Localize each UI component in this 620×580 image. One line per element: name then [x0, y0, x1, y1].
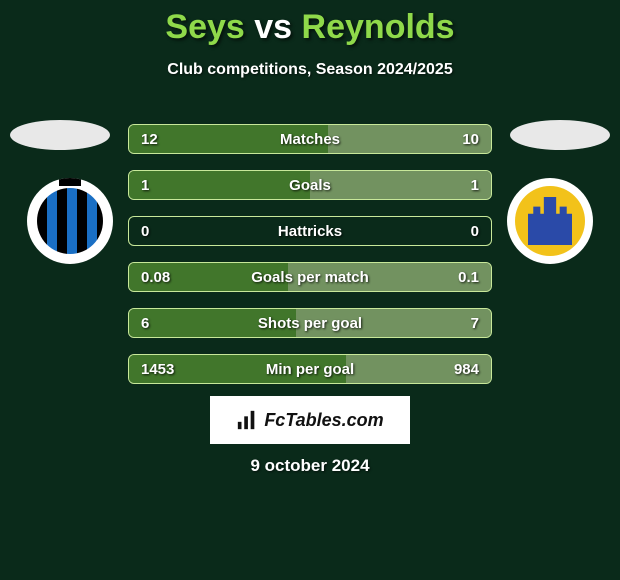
player1-silhouette	[10, 120, 110, 150]
stat-label: Matches	[280, 131, 340, 148]
stat-row: 6 Shots per goal 7	[128, 308, 492, 338]
brand-text: FcTables.com	[264, 410, 383, 431]
stat-value-right: 0	[471, 223, 479, 240]
stat-label: Min per goal	[266, 361, 354, 378]
stat-value-right: 10	[462, 131, 479, 148]
stat-row: 0 Hattricks 0	[128, 216, 492, 246]
stat-row: 12 Matches 10	[128, 124, 492, 154]
stat-fill-left	[129, 171, 310, 199]
stat-value-left: 1	[141, 177, 149, 194]
stat-value-left: 0.08	[141, 269, 170, 286]
stat-row: 1 Goals 1	[128, 170, 492, 200]
stat-label: Goals	[289, 177, 331, 194]
westerlo-badge	[507, 178, 593, 264]
stat-value-left: 6	[141, 315, 149, 332]
stat-row: 1453 Min per goal 984	[128, 354, 492, 384]
bar-chart-icon	[236, 409, 258, 431]
stat-value-right: 1	[471, 177, 479, 194]
stats-table: 12Matches101Goals10Hattricks00.08Goals p…	[128, 124, 492, 400]
stat-value-right: 7	[471, 315, 479, 332]
stat-fill-right	[310, 171, 491, 199]
player1-name: Seys	[165, 8, 244, 46]
stat-label: Goals per match	[251, 269, 369, 286]
stat-value-left: 12	[141, 131, 158, 148]
stat-label: Shots per goal	[258, 315, 362, 332]
vs-text: vs	[254, 8, 292, 46]
subtitle: Club competitions, Season 2024/2025	[0, 61, 620, 79]
comparison-title: Seys vs Reynolds	[0, 0, 620, 47]
date-text: 9 october 2024	[0, 456, 620, 476]
team-badge-right	[500, 178, 600, 264]
stat-value-right: 0.1	[458, 269, 479, 286]
fctables-watermark: FcTables.com	[210, 396, 410, 444]
club-brugge-badge	[27, 178, 113, 264]
team-badge-left	[20, 178, 120, 264]
stat-label: Hattricks	[278, 223, 342, 240]
stat-row: 0.08 Goals per match 0.1	[128, 262, 492, 292]
player2-name: Reynolds	[302, 8, 455, 46]
player2-silhouette	[510, 120, 610, 150]
stat-value-left: 1453	[141, 361, 174, 378]
stat-value-right: 984	[454, 361, 479, 378]
stat-value-left: 0	[141, 223, 149, 240]
